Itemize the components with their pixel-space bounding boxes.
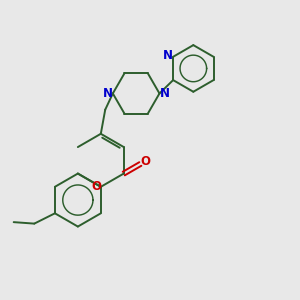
Text: O: O [91, 180, 101, 193]
Text: N: N [160, 87, 170, 100]
Text: N: N [163, 49, 173, 62]
Text: O: O [140, 155, 150, 168]
Text: N: N [103, 87, 112, 100]
